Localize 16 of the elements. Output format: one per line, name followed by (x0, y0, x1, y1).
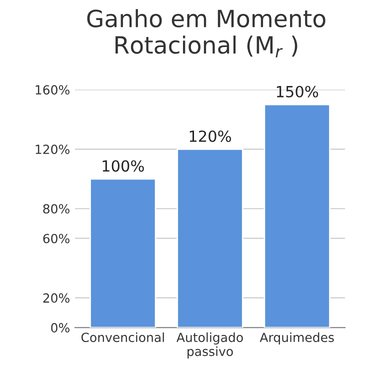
y-tick-label: 160% (36, 85, 70, 95)
x-tick-label: Autoligado passivo (176, 332, 243, 359)
x-tick-label: Convencional (81, 332, 164, 342)
data-label: 100% (102, 160, 144, 172)
y-tick-label: 20% (43, 293, 70, 303)
data-label: 120% (190, 130, 231, 142)
y-tick-label: 80% (43, 204, 70, 214)
bar (90, 178, 156, 328)
bar (176, 148, 244, 328)
x-tick-label: Arquimedes (260, 332, 334, 345)
y-tick-label: 120% (36, 144, 70, 154)
y-tick-label: 60% (43, 234, 70, 244)
chart-title: Ganho em Momento Rotacional (M$_{r}$ ) (87, 9, 326, 58)
y-tick-label: 0% (51, 323, 70, 332)
bar (264, 104, 330, 328)
data-label: 150% (276, 86, 318, 98)
